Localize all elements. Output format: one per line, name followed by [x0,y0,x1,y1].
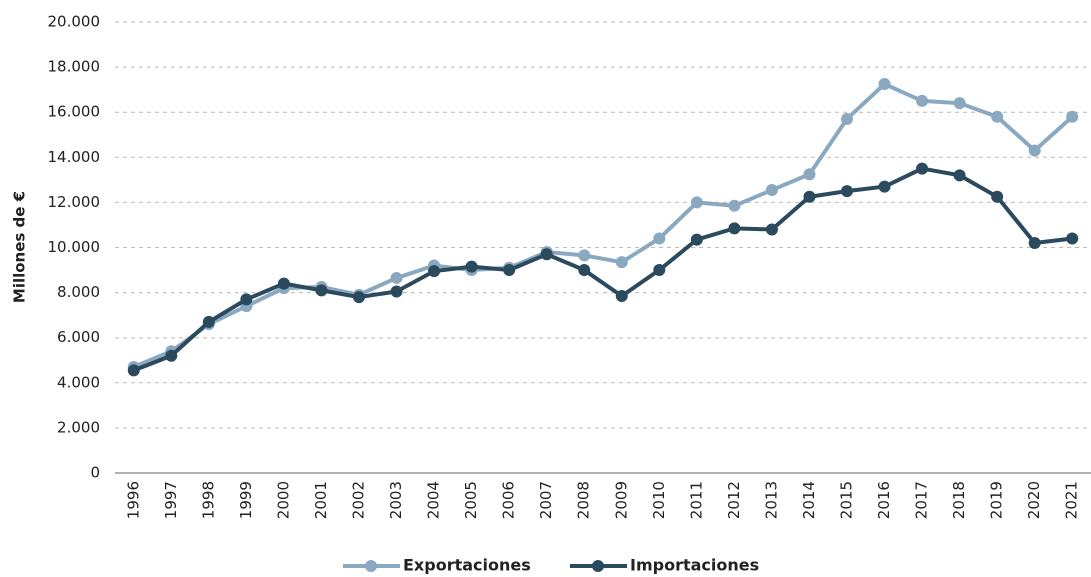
x-tick-label: 1999 [237,481,255,519]
data-point [878,78,891,91]
data-point [578,264,591,277]
y-axis-label: Millones de € [11,191,29,303]
x-tick-label: 2016 [875,481,893,519]
data-point [765,223,778,236]
data-point [803,190,816,203]
data-point [390,285,403,298]
x-tick-label: 2002 [350,481,368,519]
data-point [653,232,666,245]
data-point [728,199,741,212]
data-point [728,222,741,235]
data-point [615,289,628,302]
x-tick-label: 2005 [462,481,480,519]
x-tick-label: 2021 [1063,481,1081,519]
y-tick-label: 2.000 [57,418,100,436]
y-tick-label: 8.000 [57,283,100,301]
x-tick-label: 2001 [312,481,330,519]
data-point [390,271,403,284]
y-tick-label: 6.000 [57,328,100,346]
data-point [916,162,929,175]
data-point [428,265,441,278]
data-point [353,291,365,304]
data-point [991,110,1004,123]
y-tick-label: 4.000 [57,373,100,391]
data-point [540,248,553,261]
data-point [841,112,853,125]
y-tick-label: 0 [90,464,100,482]
x-tick-label: 2013 [762,481,780,519]
data-point [465,260,478,273]
data-point [165,349,178,362]
legend-label: Exportaciones [403,556,531,575]
data-point [1028,236,1041,249]
data-point [1066,110,1079,123]
x-tick-label: 2007 [537,481,555,519]
data-point [953,97,966,110]
y-tick-label: 12.000 [48,193,101,211]
legend-marker [592,560,604,572]
data-point [653,264,666,277]
data-point [878,180,891,193]
data-point [615,256,628,269]
data-point [1066,232,1079,245]
x-tick-label: 2009 [612,481,630,519]
x-tick-label: 2000 [274,481,292,519]
data-point [277,277,290,290]
data-point [841,185,853,198]
data-point [127,364,140,377]
x-tick-label: 2014 [800,481,818,519]
x-tick-label: 1998 [199,481,217,519]
x-tick-label: 1996 [124,481,142,519]
x-tick-label: 2017 [913,481,931,519]
data-point [1028,144,1041,157]
data-point [916,94,929,107]
data-point [690,196,703,209]
x-tick-label: 2003 [387,481,405,519]
data-point [202,315,215,328]
y-tick-label: 10.000 [48,238,101,256]
y-tick-label: 18.000 [48,58,101,76]
x-tick-label: 2010 [650,481,668,519]
data-point [953,169,966,182]
legend-label: Importaciones [630,556,759,575]
data-point [578,249,591,262]
x-tick-label: 2018 [950,481,968,519]
data-point [803,168,816,181]
x-tick-label: 2004 [425,481,443,519]
data-point [690,233,703,246]
y-tick-label: 20.000 [48,13,101,31]
x-tick-label: 2019 [988,481,1006,519]
data-point [240,293,253,306]
data-point [503,264,516,277]
x-tick-label: 2008 [575,481,593,519]
y-tick-label: 14.000 [48,148,101,166]
legend-marker [365,560,377,572]
x-tick-label: 2020 [1025,481,1043,519]
series-line [133,166,1073,373]
x-tick-label: 2015 [838,481,856,519]
x-tick-label: 2006 [500,481,518,519]
data-point [765,183,778,196]
series-line [132,81,1074,369]
data-point [315,284,328,297]
data-point [991,190,1004,203]
y-tick-label: 16.000 [48,103,101,121]
x-tick-label: 2011 [687,481,705,519]
x-tick-label: 1997 [162,481,180,519]
x-tick-label: 2012 [725,481,743,519]
